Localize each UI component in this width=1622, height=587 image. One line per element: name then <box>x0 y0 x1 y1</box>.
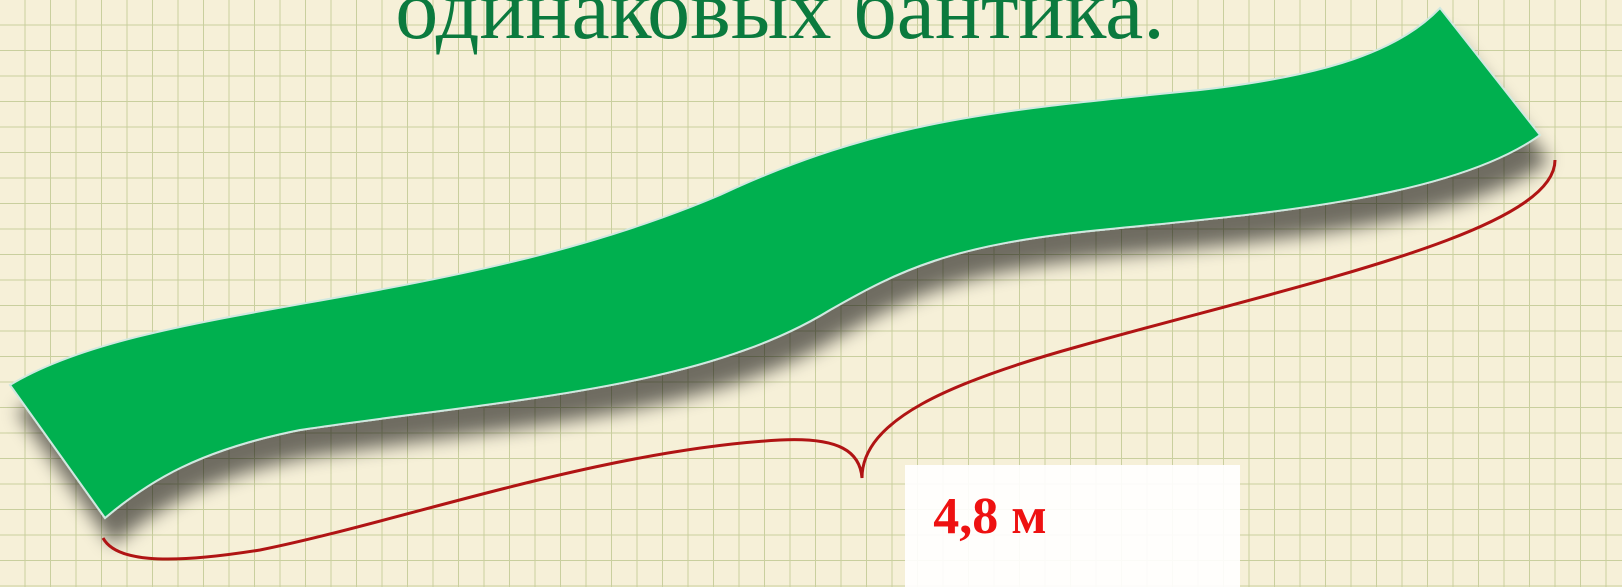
title: одинаковых бантика. <box>395 0 1165 57</box>
length-label: 4,8 м <box>933 488 1046 545</box>
page: одинаковых бантика. 4,8 м (() => { const… <box>0 0 1622 587</box>
slide: одинаковых бантика. 4,8 м <box>0 0 1622 587</box>
